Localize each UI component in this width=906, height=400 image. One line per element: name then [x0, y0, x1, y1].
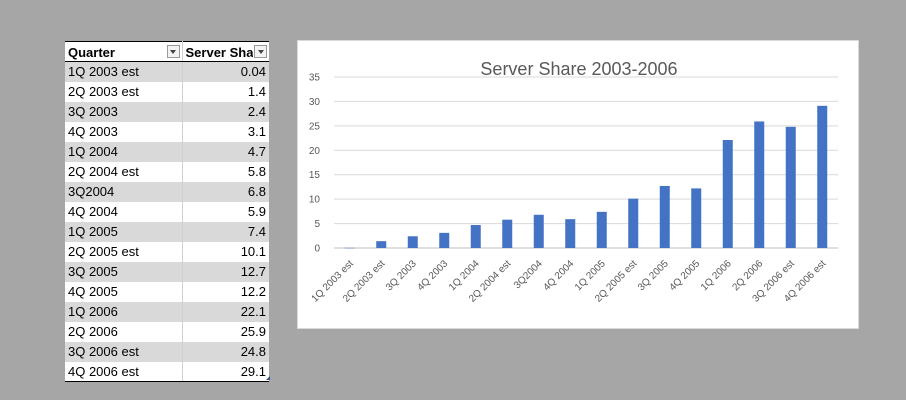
quarter-cell[interactable]: 1Q 2003 est — [65, 61, 183, 82]
bar[interactable] — [407, 236, 418, 248]
y-tick-label: 35 — [309, 73, 321, 84]
server-share-header-label: Server Sha — [185, 44, 254, 60]
x-tick-label: 3Q2004 — [512, 258, 545, 291]
server-share-cell[interactable]: 6.8 — [182, 181, 269, 202]
server-share-cell[interactable]: 5.8 — [182, 161, 269, 182]
bar[interactable] — [659, 185, 670, 248]
table-row: 2Q 2003 est 1.4 — [65, 81, 269, 102]
server-share-cell[interactable]: 12.2 — [182, 281, 269, 302]
x-tick-label: 4Q 2003 — [415, 258, 450, 293]
quarter-cell[interactable]: 4Q 2003 — [65, 121, 183, 142]
bar[interactable] — [691, 188, 702, 248]
bar[interactable] — [344, 247, 355, 249]
chart-bars — [344, 105, 828, 249]
bar[interactable] — [533, 214, 544, 248]
server-share-cell[interactable]: 2.4 — [182, 101, 269, 122]
server-share-cell[interactable]: 4.7 — [182, 141, 269, 162]
table-resize-handle[interactable] — [266, 376, 270, 380]
quarter-cell[interactable]: 4Q 2006 est — [65, 361, 183, 382]
server-share-cell[interactable]: 25.9 — [182, 321, 269, 342]
server-share-cell[interactable]: 7.4 — [182, 221, 269, 242]
server-share-cell[interactable]: 29.1 — [182, 361, 269, 382]
table-row: 1Q 2004 4.7 — [65, 141, 269, 162]
chart-y-axis: 0 5 10 15 20 25 30 35 — [309, 73, 321, 255]
y-tick-label: 15 — [309, 170, 321, 181]
x-tick-label: 4Q 2004 — [541, 258, 576, 293]
server-share-cell[interactable]: 12.7 — [182, 261, 269, 282]
bar[interactable] — [628, 198, 639, 248]
bar[interactable] — [785, 126, 796, 248]
quarter-cell[interactable]: 2Q 2005 est — [65, 241, 183, 262]
bar[interactable] — [565, 219, 576, 248]
server-share-cell[interactable]: 5.9 — [182, 201, 269, 222]
chart-container[interactable]: Server Share 2003-2006 0 5 10 15 20 25 30 35 1Q… — [297, 40, 859, 329]
table-row: 3Q 2006 est 24.8 — [65, 341, 269, 362]
quarter-cell[interactable]: 3Q 2005 — [65, 261, 183, 282]
quarter-cell[interactable]: 2Q 2003 est — [65, 81, 183, 102]
table-row: 4Q 2005 12.2 — [65, 281, 269, 302]
bar[interactable] — [470, 225, 481, 248]
y-tick-label: 0 — [314, 244, 320, 255]
y-tick-label: 30 — [309, 97, 321, 108]
table-row: 3Q 2003 2.4 — [65, 101, 269, 122]
y-tick-label: 10 — [309, 195, 321, 206]
server-share-cell[interactable]: 24.8 — [182, 341, 269, 362]
quarter-header-label: Quarter — [68, 44, 115, 60]
x-tick-label: 1Q 2006 — [699, 258, 734, 293]
table-row: 1Q 2005 7.4 — [65, 221, 269, 242]
table-row: 4Q 2003 3.1 — [65, 121, 269, 142]
quarter-cell[interactable]: 1Q 2006 — [65, 301, 183, 322]
quarter-cell[interactable]: 4Q 2004 — [65, 201, 183, 222]
quarter-cell[interactable]: 1Q 2004 — [65, 141, 183, 162]
bar[interactable] — [754, 121, 765, 248]
server-share-filter-dropdown-icon[interactable] — [254, 45, 267, 58]
table-body: 1Q 2003 est 0.04 2Q 2003 est 1.4 3Q 2003 2.4 4… — [65, 61, 269, 382]
chart-title: Server Share 2003-2006 — [480, 59, 677, 79]
server-share-cell[interactable]: 10.1 — [182, 241, 269, 262]
y-tick-label: 5 — [314, 219, 320, 230]
table-row: 3Q 2005 12.7 — [65, 261, 269, 282]
quarter-cell[interactable]: 4Q 2005 — [65, 281, 183, 302]
table-row: 4Q 2004 5.9 — [65, 201, 269, 222]
server-share-cell[interactable]: 3.1 — [182, 121, 269, 142]
bar-chart: Server Share 2003-2006 0 5 10 15 20 25 30 35 1Q… — [309, 59, 838, 305]
table-row: 2Q 2004 est 5.8 — [65, 161, 269, 182]
bar[interactable] — [596, 211, 607, 248]
server-share-table: Quarter Server Sha 1Q 2003 est 0.04 2Q 200… — [65, 41, 269, 382]
quarter-cell[interactable]: 3Q2004 — [65, 181, 183, 202]
server-share-cell[interactable]: 22.1 — [182, 301, 269, 322]
chart-gridlines — [334, 76, 838, 249]
bar[interactable] — [439, 232, 450, 248]
server-share-cell[interactable]: 0.04 — [182, 61, 269, 82]
table-row: 2Q 2006 25.9 — [65, 321, 269, 342]
quarter-cell[interactable]: 2Q 2006 — [65, 321, 183, 342]
x-tick-label: 3Q 2005 — [636, 258, 671, 293]
y-tick-label: 20 — [309, 146, 321, 157]
quarter-filter-dropdown-icon[interactable] — [166, 45, 180, 58]
x-tick-label: 4Q 2005 — [667, 258, 702, 293]
quarter-cell[interactable]: 2Q 2004 est — [65, 161, 183, 182]
table-row: 1Q 2003 est 0.04 — [65, 61, 269, 82]
bar[interactable] — [817, 105, 828, 248]
y-tick-label: 25 — [309, 121, 321, 132]
table-row: 1Q 2006 22.1 — [65, 301, 269, 322]
server-share-column-header[interactable]: Server Sha — [182, 41, 269, 62]
quarter-cell[interactable]: 3Q 2006 est — [65, 341, 183, 362]
bar[interactable] — [376, 241, 387, 248]
bar[interactable] — [502, 219, 513, 248]
quarter-column-header[interactable]: Quarter — [65, 41, 183, 62]
x-tick-label: 3Q 2003 — [384, 258, 419, 293]
table-row: 2Q 2005 est 10.1 — [65, 241, 269, 262]
server-share-cell[interactable]: 1.4 — [182, 81, 269, 102]
bar[interactable] — [722, 140, 733, 248]
quarter-cell[interactable]: 1Q 2005 — [65, 221, 183, 242]
table-row: 3Q2004 6.8 — [65, 181, 269, 202]
table-row: 4Q 2006 est 29.1 — [65, 361, 269, 382]
quarter-cell[interactable]: 3Q 2003 — [65, 101, 183, 122]
